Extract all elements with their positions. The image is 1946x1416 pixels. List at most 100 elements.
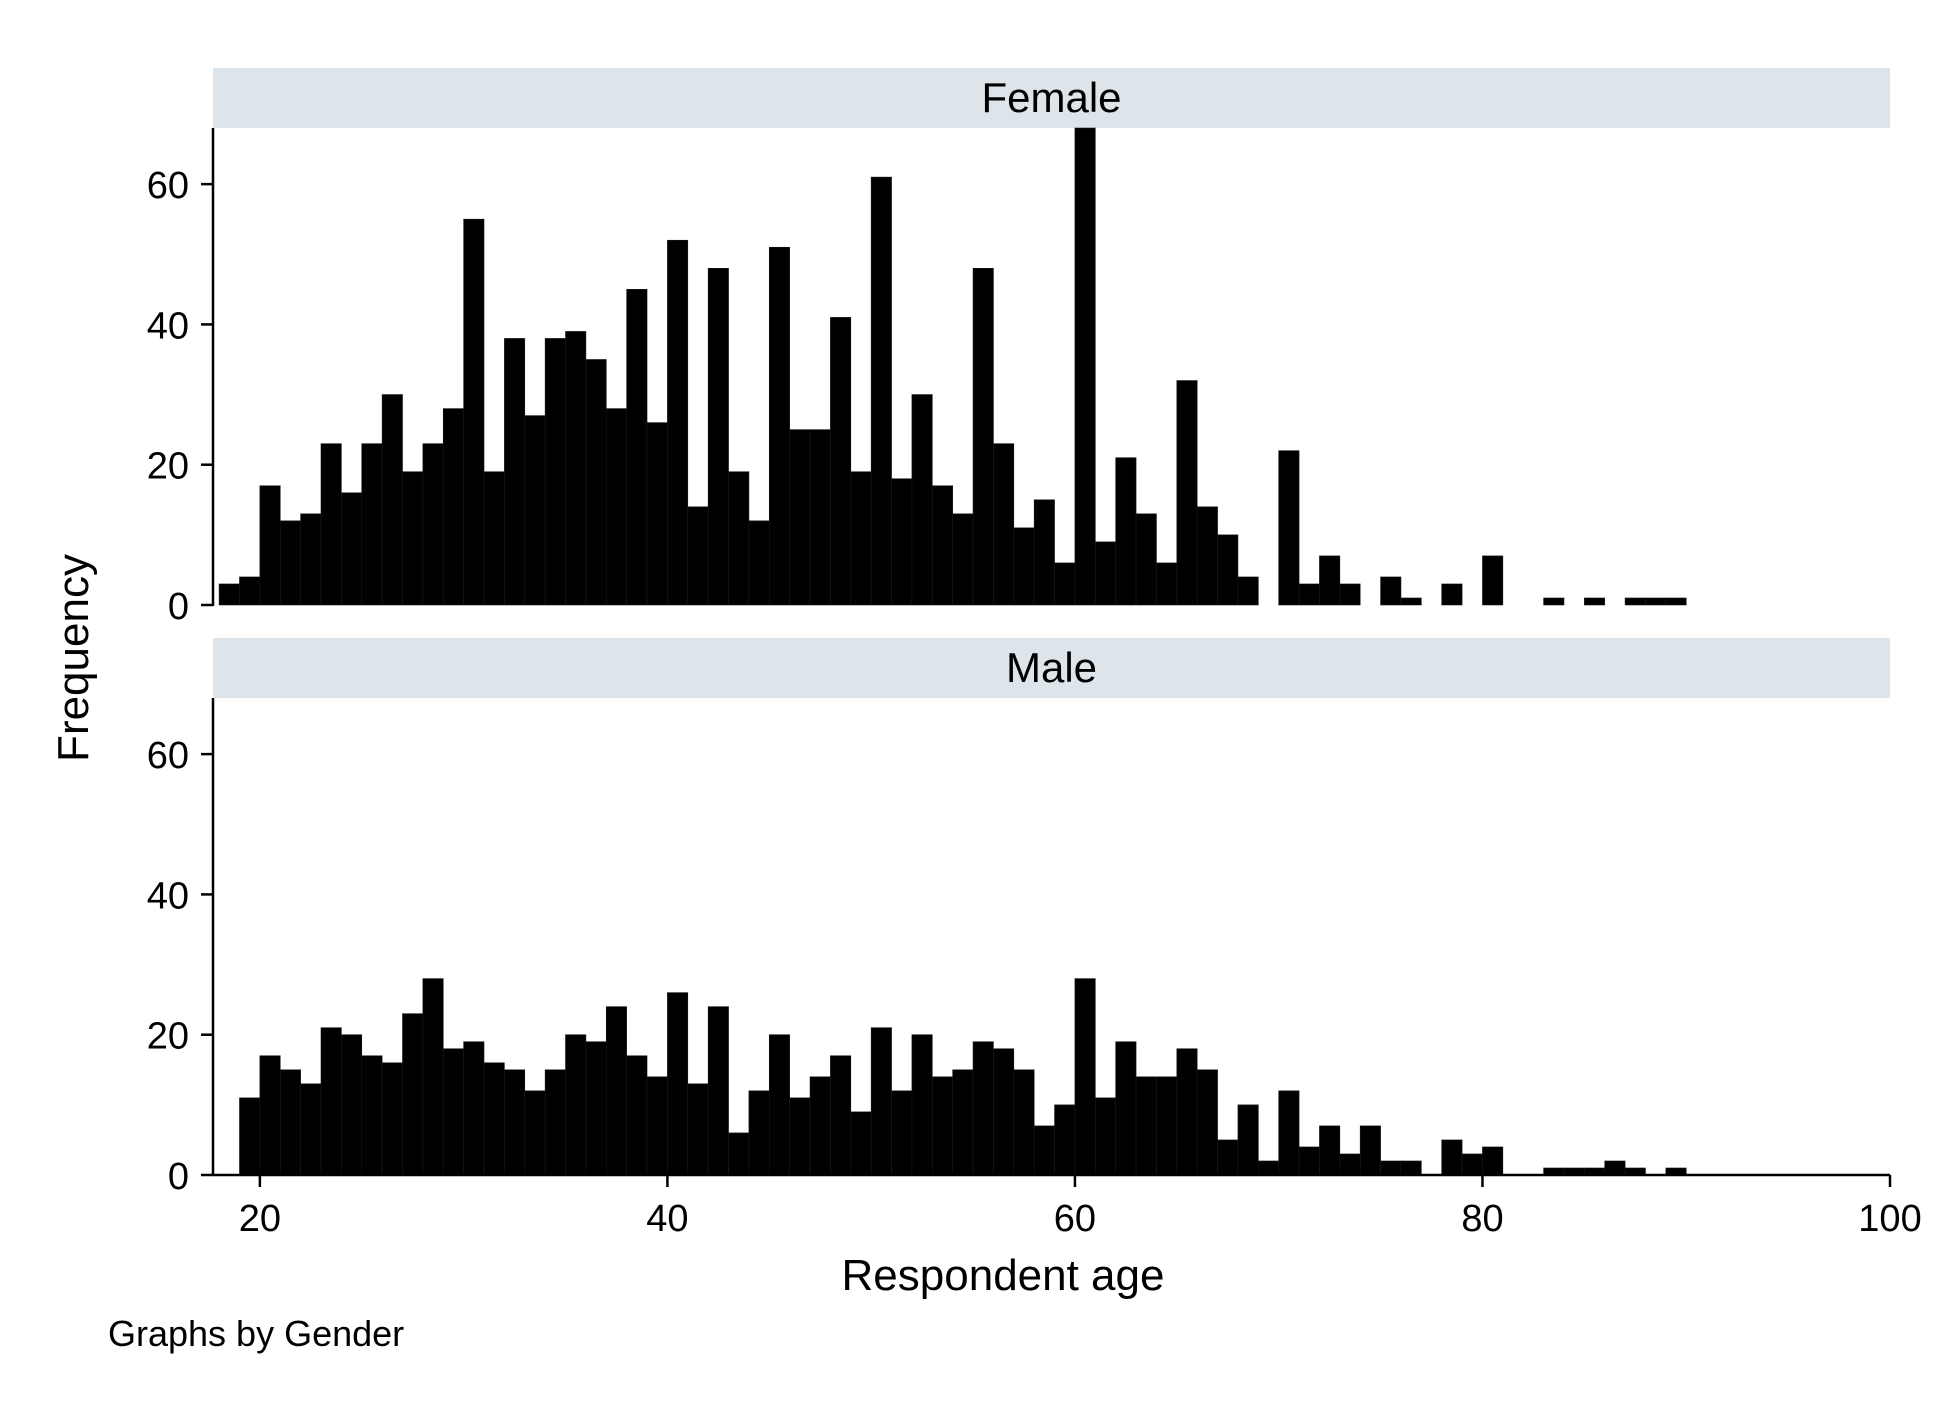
bar bbox=[320, 1027, 342, 1176]
bar bbox=[626, 1055, 648, 1176]
bar bbox=[1482, 555, 1504, 606]
x-tick-label: 80 bbox=[1461, 1198, 1503, 1240]
bar bbox=[504, 1069, 526, 1176]
bar bbox=[850, 1111, 872, 1176]
bar bbox=[1624, 597, 1646, 606]
bar bbox=[300, 513, 322, 606]
bar bbox=[931, 1076, 953, 1176]
bar bbox=[1115, 457, 1137, 606]
bar bbox=[341, 1034, 363, 1176]
bar bbox=[1278, 1090, 1300, 1176]
bar bbox=[1176, 1048, 1198, 1176]
bar bbox=[442, 1048, 464, 1176]
bar bbox=[1115, 1041, 1137, 1176]
bar bbox=[1156, 1076, 1178, 1176]
bar bbox=[1339, 583, 1361, 606]
y-tick-label: 0 bbox=[168, 1156, 189, 1198]
bar bbox=[911, 1034, 933, 1176]
bar bbox=[850, 471, 872, 606]
bar bbox=[1135, 1076, 1157, 1176]
bar bbox=[891, 1090, 913, 1176]
bar bbox=[381, 394, 403, 606]
x-tick-label: 40 bbox=[646, 1198, 688, 1240]
bar bbox=[402, 471, 424, 606]
bar bbox=[1319, 1125, 1341, 1176]
bar bbox=[667, 992, 689, 1176]
bar bbox=[605, 408, 627, 606]
bar bbox=[1645, 597, 1667, 606]
bar bbox=[707, 267, 729, 606]
bar bbox=[524, 1090, 546, 1176]
bar bbox=[972, 1041, 994, 1176]
bar bbox=[952, 1069, 974, 1176]
bar bbox=[300, 1083, 322, 1176]
bar bbox=[585, 1041, 607, 1176]
bar bbox=[707, 1006, 729, 1176]
panels-layer: Female 0 20 40 60 Male 0 20 40 60 bbox=[147, 68, 1890, 1198]
bar bbox=[687, 506, 709, 606]
bar bbox=[830, 317, 852, 606]
bar bbox=[768, 246, 790, 606]
bar bbox=[565, 331, 587, 606]
bar bbox=[1482, 1146, 1504, 1176]
bar bbox=[320, 443, 342, 606]
bar bbox=[565, 1034, 587, 1176]
bar bbox=[1400, 597, 1422, 606]
bar bbox=[1380, 1160, 1402, 1176]
x-axis-title: Respondent age bbox=[842, 1251, 1165, 1300]
bar bbox=[646, 422, 668, 606]
bar bbox=[687, 1083, 709, 1176]
bar bbox=[279, 1069, 301, 1176]
bar bbox=[1237, 576, 1259, 606]
bar bbox=[1095, 541, 1116, 606]
bar bbox=[605, 1006, 627, 1176]
bar bbox=[1584, 597, 1606, 606]
bar bbox=[544, 338, 566, 606]
bar bbox=[1319, 555, 1341, 606]
bar bbox=[789, 1097, 811, 1176]
bar bbox=[1074, 127, 1096, 606]
bar bbox=[1339, 1153, 1361, 1176]
bar bbox=[1217, 1139, 1239, 1176]
bar bbox=[1074, 978, 1096, 1176]
panel-strip bbox=[213, 638, 1890, 698]
bar bbox=[1441, 583, 1463, 606]
bar bbox=[1054, 1104, 1076, 1176]
bar bbox=[870, 176, 892, 606]
y-tick-label: 60 bbox=[147, 165, 189, 207]
bar bbox=[952, 513, 974, 606]
bar bbox=[748, 1090, 770, 1176]
bar bbox=[1013, 527, 1035, 606]
bar bbox=[728, 471, 750, 606]
panel-strip-label: Male bbox=[1006, 644, 1097, 691]
y-tick-label: 60 bbox=[147, 735, 189, 777]
bar bbox=[1156, 562, 1178, 606]
bar bbox=[626, 289, 648, 606]
bar bbox=[463, 218, 485, 606]
bar bbox=[1013, 1069, 1035, 1176]
bar bbox=[361, 443, 383, 606]
bar bbox=[361, 1055, 383, 1176]
bar bbox=[585, 359, 607, 606]
y-tick-label: 40 bbox=[147, 875, 189, 917]
bar bbox=[524, 415, 546, 606]
bar bbox=[1604, 1160, 1626, 1176]
bar bbox=[279, 520, 301, 606]
bar bbox=[259, 485, 281, 606]
x-axis: 20 40 60 80 100 bbox=[239, 1175, 1922, 1240]
panel-strip-label: Female bbox=[981, 74, 1121, 121]
bar bbox=[1054, 562, 1076, 606]
bar bbox=[381, 1062, 403, 1176]
x-tick-label: 100 bbox=[1858, 1198, 1921, 1240]
panel-female: Female 0 20 40 60 bbox=[147, 68, 1890, 628]
bar bbox=[1217, 534, 1239, 606]
bar bbox=[768, 1034, 790, 1176]
bar bbox=[891, 478, 913, 606]
bar bbox=[483, 1062, 505, 1176]
bar bbox=[504, 338, 526, 606]
bars bbox=[239, 978, 1687, 1176]
bar bbox=[809, 429, 831, 606]
bar bbox=[259, 1055, 281, 1176]
y-tick-label: 20 bbox=[147, 1016, 189, 1058]
y-tick-label: 0 bbox=[168, 586, 189, 628]
